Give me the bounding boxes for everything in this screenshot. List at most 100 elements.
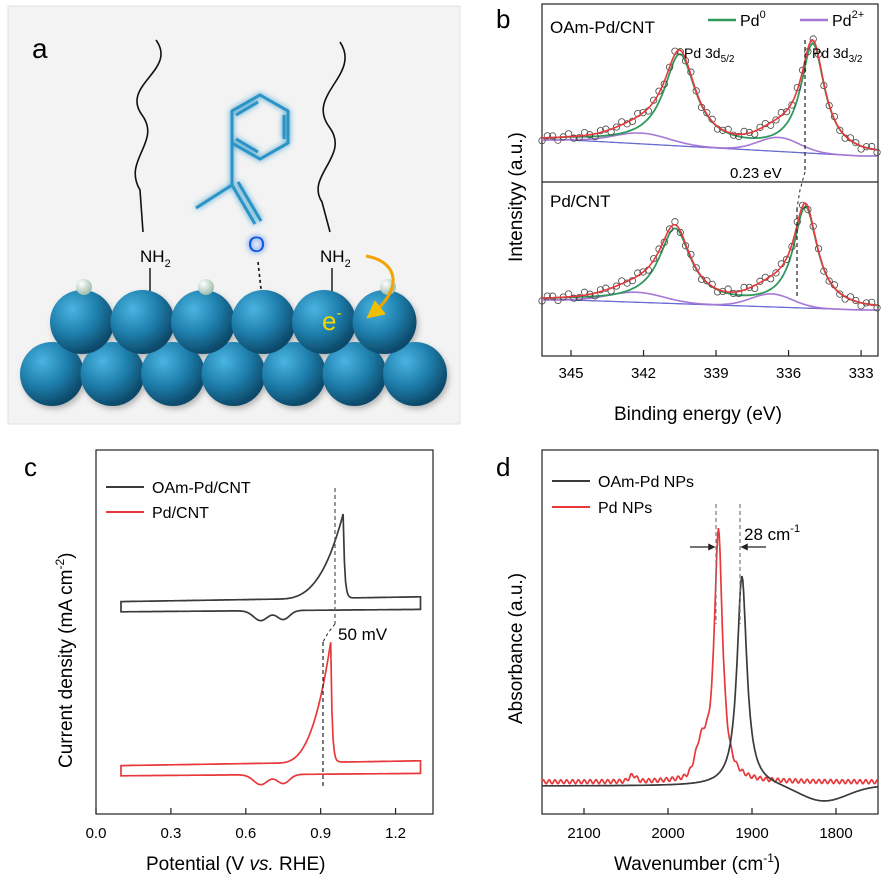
pd-top-row: [50, 290, 417, 354]
shift-annotation-c: 50 mV: [338, 625, 388, 644]
xps-data-point: [772, 116, 780, 124]
panel-c-plot-frame: [95, 449, 434, 815]
xps-data-point: [825, 277, 833, 285]
pd-atom: [201, 342, 266, 406]
panel-c-x-axis-label: Potential (V vs. RHE): [146, 854, 326, 875]
xps-envelope-fit: [542, 39, 877, 151]
panel-b-subplot-label-top: OAm-Pd/CNT: [550, 18, 655, 37]
xps-data-point: [719, 126, 727, 134]
pd-surface: [20, 290, 447, 406]
xps-data-point: [666, 225, 674, 233]
legend-label-oam-pd-nps: OAm-Pd NPs: [598, 474, 694, 491]
peak-shift-connector-c: [322, 623, 336, 643]
x-tick-label: 1.2: [385, 825, 406, 842]
xps-data-point: [836, 126, 844, 134]
xps-data-point: [543, 132, 551, 140]
xps-data-point: [543, 292, 551, 300]
xps-data-point: [783, 255, 791, 263]
peak-label-pd3d32: Pd 3d3/2: [812, 45, 863, 65]
panel-b-x-axis-label: Binding energy (eV): [614, 404, 782, 425]
x-tick-label: 336: [776, 365, 801, 382]
x-tick-label: 1800: [819, 825, 852, 842]
xps-data-point: [703, 109, 711, 117]
xps-data-point: [798, 201, 807, 209]
xps-data-point: [836, 290, 844, 298]
pd-atom: [262, 342, 326, 406]
panel-c-x-ticks: 0.0 0.3 0.6 0.9 1.2: [86, 808, 406, 842]
xps-data-point: [783, 108, 791, 116]
xps-data-point: [650, 96, 658, 104]
pd-atom: [171, 290, 235, 354]
panel-a: a NH2 NH2 O e: [7, 5, 461, 425]
xps-data-point: [735, 132, 743, 141]
panel-d-plot-frame: [541, 449, 879, 815]
xps-data-point: [703, 277, 711, 285]
xps-data-point: [809, 35, 817, 43]
xps-data-point: [612, 123, 621, 131]
legend-label-pd-cnt: Pd/CNT: [152, 505, 209, 522]
panel-d: d 2100 2000 1900 1800 OAm-Pd NPs Pd NPs 28 …: [496, 449, 879, 875]
pd-atom: [231, 290, 296, 354]
xps-data-point: [868, 298, 876, 306]
x-tick-label: 0.9: [310, 825, 331, 842]
amine-label-left: NH2: [140, 247, 171, 270]
xps-data-point: [612, 282, 621, 290]
x-tick-label: 1900: [735, 825, 768, 842]
xps-data-point: [873, 304, 881, 312]
hydrogen-atom: [76, 279, 92, 295]
panel-b-subplot-label-bottom: Pd/CNT: [550, 192, 610, 211]
x-tick-label: 0.3: [160, 825, 181, 842]
xps-data-point: [575, 293, 583, 302]
hydrogen-atom: [198, 279, 214, 295]
xps-pd0-fit: [541, 205, 877, 307]
pd-atom: [141, 342, 205, 406]
electron-transfer-arrow: [365, 254, 395, 319]
xps-data-point: [549, 132, 557, 140]
shift-annotation-d: 28 cm-1: [744, 523, 800, 544]
pd-atom: [292, 290, 356, 354]
panel-b-plot-frame: [541, 3, 879, 357]
ir-curve-pd-nps: [541, 527, 879, 786]
oleylamine-chain-right: [317, 41, 346, 233]
panel-b: b 345 342 339 336 333 OAm-Pd/CNT Pd/CNT Pd0 …: [496, 3, 881, 425]
pd-atom: [20, 342, 84, 406]
x-tick-label: 2100: [567, 825, 600, 842]
panel-c-letter: c: [24, 452, 37, 482]
peak-shift-connector: [796, 171, 806, 209]
oleylamine-chain-left: [134, 39, 162, 233]
ir-curve-oam-pd-nps: [542, 575, 879, 802]
pd-atom: [110, 290, 175, 354]
panel-b-letter: b: [496, 4, 510, 34]
xps-data-point: [549, 292, 557, 300]
xps-data-point: [570, 294, 578, 302]
panel-c: c 0.0 0.3 0.6 0.9 1.2 OAm-Pd/CNT Pd/CNT 50 m…: [24, 449, 434, 875]
pd-atom: [80, 342, 145, 406]
pd-atom: [50, 290, 114, 354]
xps-data-point: [575, 134, 583, 142]
x-tick-label: 345: [558, 365, 583, 382]
electron-label: e-: [322, 305, 342, 336]
x-tick-label: 333: [849, 365, 874, 382]
panel-b-x-ticks: 345 342 339 336 333: [558, 350, 874, 382]
panel-d-x-ticks: 2100 2000 1900 1800: [567, 808, 853, 842]
x-tick-label: 339: [704, 365, 729, 382]
panel-b-y-axis-label: Intensityy (a.u.): [506, 132, 527, 262]
xps-data-point: [772, 269, 780, 277]
peak-label-pd3d52: Pd 3d5/2: [684, 45, 735, 65]
xps-data-point: [729, 131, 738, 139]
xps-data-point: [729, 289, 738, 298]
panel-c-y-axis-label: Current density (mA cm-2): [53, 553, 77, 769]
panel-d-curves: [541, 527, 879, 802]
pd-bottom-row: [20, 342, 447, 406]
legend-label-pd0: Pd0: [740, 9, 766, 30]
pd-atom: [322, 342, 387, 406]
xps-data-point: [666, 63, 674, 71]
xps-data-point: [639, 108, 647, 117]
xps-data-point: [852, 139, 860, 147]
x-tick-label: 0.0: [86, 825, 107, 842]
carbonyl-oxygen-label: O: [248, 232, 265, 257]
shift-annotation-b: 0.23 eV: [730, 165, 782, 182]
x-tick-label: 2000: [651, 825, 684, 842]
legend-label-pd-nps: Pd NPs: [598, 500, 652, 517]
